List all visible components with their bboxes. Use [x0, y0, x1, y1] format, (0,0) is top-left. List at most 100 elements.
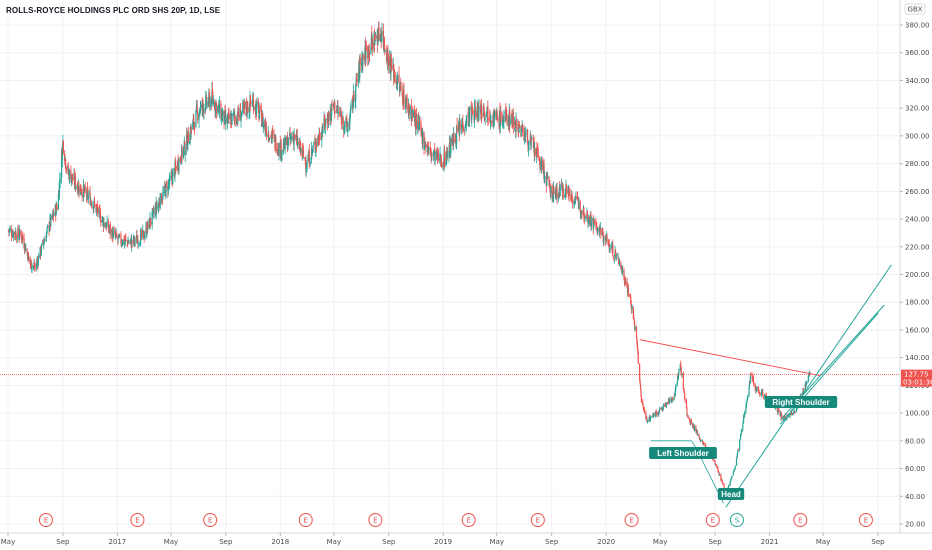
candle-body	[702, 441, 704, 445]
candle-body	[570, 198, 572, 200]
candle	[340, 110, 343, 130]
candle-body	[630, 296, 632, 302]
candle-body	[223, 111, 226, 125]
earnings-circle[interactable]	[38, 513, 53, 527]
candle	[693, 424, 695, 428]
candle-body	[245, 101, 247, 111]
earnings-marker[interactable]: E	[38, 513, 53, 527]
candle-body	[537, 154, 539, 158]
trendline-red[interactable]	[639, 339, 821, 377]
earnings-circle[interactable]	[858, 513, 873, 527]
candle	[486, 106, 488, 123]
split-circle[interactable]	[729, 513, 744, 527]
earnings-marker[interactable]: E	[530, 513, 545, 527]
candle-body	[25, 248, 27, 251]
annotation-left-shoulder[interactable]: Left Shoulder	[649, 447, 717, 459]
candle-body	[758, 391, 760, 394]
annotation-box[interactable]	[717, 488, 745, 500]
candle	[605, 234, 607, 244]
earnings-circle[interactable]	[705, 513, 720, 527]
pattern-annotations[interactable]: Left Shoulder Head Right Shoulder	[649, 396, 838, 500]
annotation-head[interactable]: Head	[717, 488, 745, 500]
candle-body	[315, 143, 317, 151]
candle	[431, 152, 433, 160]
candle-body	[757, 386, 759, 391]
price-tick-label: 40.00	[905, 493, 925, 501]
candle	[683, 389, 685, 395]
candle	[140, 228, 143, 240]
trendline-green[interactable]	[725, 264, 892, 508]
candle	[147, 221, 149, 233]
earnings-marker[interactable]: E	[130, 513, 145, 527]
candle-body	[299, 141, 301, 151]
candle-body	[745, 406, 747, 413]
candle-body	[637, 348, 639, 353]
annotation-box[interactable]	[764, 396, 838, 408]
earnings-circle[interactable]	[530, 513, 545, 527]
candle-body	[349, 115, 351, 124]
earnings-circle[interactable]	[203, 513, 218, 527]
candle	[732, 471, 734, 476]
annotation-right-shoulder[interactable]: Right Shoulder	[764, 396, 838, 408]
earnings-circle[interactable]	[461, 513, 476, 527]
earnings-circle[interactable]	[368, 513, 383, 527]
earnings-marker[interactable]: E	[298, 513, 313, 527]
candle-body	[237, 108, 239, 124]
annotation-box[interactable]	[649, 447, 717, 459]
candle-body	[584, 216, 586, 220]
candle-body	[124, 238, 126, 242]
candle-body	[317, 137, 319, 145]
candle-body	[318, 139, 320, 141]
candle	[434, 151, 436, 166]
earnings-markers[interactable]: E E E E E E E E E E ES	[38, 513, 873, 527]
earnings-label: E	[536, 517, 540, 525]
price-tick-label: 280.00	[905, 160, 930, 168]
candle-body	[793, 411, 795, 413]
candle	[311, 149, 314, 157]
candle-body	[449, 143, 451, 154]
candle-body	[462, 121, 464, 128]
earnings-marker[interactable]: E	[461, 513, 476, 527]
candle-body	[398, 74, 400, 83]
candle-body	[42, 240, 44, 244]
candle	[793, 411, 795, 415]
candle	[317, 134, 319, 144]
candle	[109, 221, 111, 239]
earnings-marker[interactable]: E	[368, 513, 383, 527]
currency-badge-box[interactable]	[904, 3, 926, 15]
candle-body	[778, 409, 780, 412]
candle-body	[23, 248, 26, 251]
candle	[531, 134, 533, 141]
earnings-circle[interactable]	[793, 513, 808, 527]
candle-body	[734, 465, 736, 470]
earnings-marker[interactable]: E	[624, 513, 639, 527]
candle	[653, 412, 655, 417]
earnings-marker[interactable]: E	[793, 513, 808, 527]
earnings-marker[interactable]: E	[203, 513, 218, 527]
earnings-circle[interactable]	[130, 513, 145, 527]
earnings-label: E	[304, 517, 308, 525]
candle-body	[737, 449, 739, 451]
candle-body	[164, 185, 166, 193]
candle-body	[137, 242, 139, 244]
earnings-circle[interactable]	[624, 513, 639, 527]
split-marker[interactable]: S	[729, 513, 744, 527]
candle-body	[608, 244, 610, 251]
earnings-label: E	[44, 517, 48, 525]
candle	[237, 104, 239, 121]
candle-body	[249, 96, 251, 112]
candle-body	[739, 434, 742, 439]
candle	[100, 215, 102, 227]
earnings-marker[interactable]: E	[705, 513, 720, 527]
candle-body	[667, 403, 669, 404]
candle-body	[511, 114, 513, 122]
candle-body	[147, 224, 149, 228]
earnings-circle[interactable]	[298, 513, 313, 527]
candle-body	[418, 122, 421, 123]
earnings-marker[interactable]: E	[858, 513, 873, 527]
price-axis[interactable]: 380.00 360.00 340.00 320.00 300.00 280.00 260.…	[899, 0, 932, 550]
currency-badge[interactable]: GBX	[904, 3, 926, 15]
time-axis[interactable]: May Sep 2017 May Sep 2018 May Sep 2019 May Sep 2020…	[0, 532, 932, 550]
